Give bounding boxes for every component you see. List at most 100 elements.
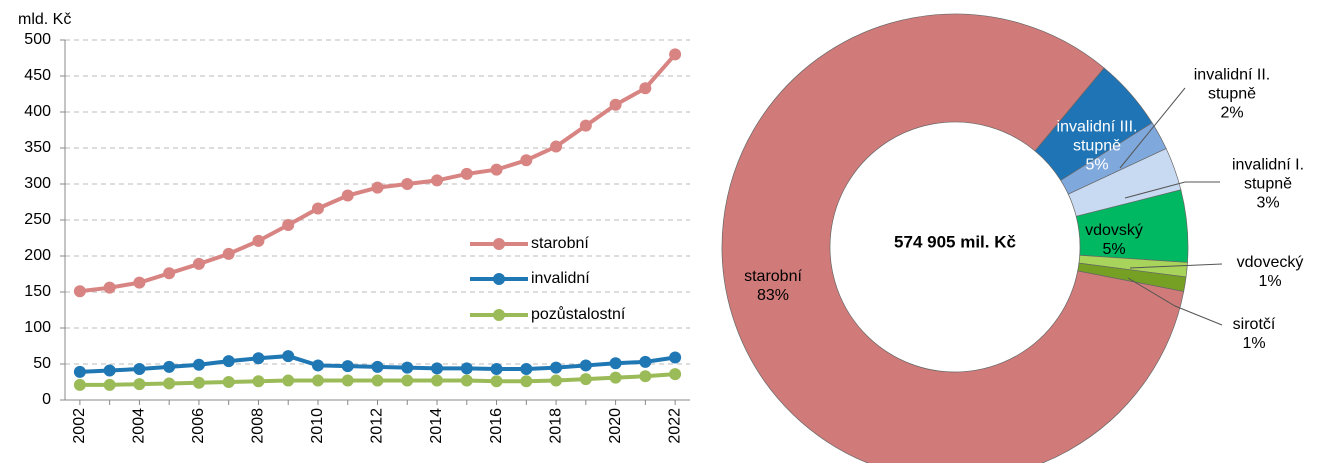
x-tick-label: 2018: [547, 408, 564, 444]
legend-marker: [493, 309, 505, 321]
marker: [431, 174, 444, 187]
marker: [579, 119, 592, 132]
leader-line: [1127, 277, 1223, 326]
marker: [282, 219, 295, 232]
marker: [252, 352, 265, 365]
y-tick-label: 350: [24, 139, 51, 156]
marker: [192, 257, 205, 270]
marker: [609, 98, 622, 111]
slice-label: invalidní III. stupně 5%: [1047, 118, 1147, 175]
marker: [550, 361, 563, 374]
marker: [103, 364, 116, 377]
slice-value: 2%: [1220, 104, 1244, 122]
marker: [73, 285, 86, 298]
marker: [669, 351, 682, 364]
marker: [341, 189, 354, 202]
series-line: [79, 53, 677, 294]
marker: [163, 267, 176, 280]
slice-value: 83%: [756, 287, 790, 304]
y-tick-label: 400: [24, 103, 51, 120]
x-tick-label: 2020: [607, 408, 624, 444]
slice-value: 1%: [1258, 273, 1282, 290]
y-tick-label: 300: [24, 175, 51, 192]
marker: [550, 374, 563, 387]
marker: [311, 359, 324, 372]
marker: [282, 374, 295, 387]
center-label: 574 905 mil. Kč: [894, 232, 1016, 251]
marker: [431, 362, 444, 375]
x-tick-label: 2012: [369, 408, 386, 444]
donut-slice: [721, 13, 1185, 463]
marker: [520, 363, 533, 376]
marker: [609, 371, 622, 384]
legend-marker: [493, 238, 505, 250]
x-tick-label: 2010: [309, 408, 326, 444]
slice-label: vdovský 5%: [1064, 221, 1164, 259]
leader-line: [1124, 181, 1220, 199]
legend-label: pozůstalostní: [531, 305, 626, 323]
marker: [103, 281, 116, 294]
marker: [401, 374, 414, 387]
x-tick-label: 2016: [488, 408, 505, 444]
marker: [252, 234, 265, 247]
y-axis-label: mld. Kč: [18, 11, 71, 28]
marker: [520, 375, 533, 388]
marker: [639, 82, 652, 95]
marker: [133, 276, 146, 289]
marker: [609, 357, 622, 370]
slice-label: invalidní I. stupně 3%: [1218, 156, 1318, 213]
slice-name: invalidní I. stupně: [1231, 156, 1305, 193]
marker: [490, 363, 503, 376]
marker: [103, 378, 116, 391]
y-tick-label: 150: [24, 283, 51, 300]
slice-label: invalidní II. stupně 2%: [1182, 66, 1282, 123]
marker: [490, 163, 503, 176]
marker: [311, 202, 324, 215]
slice-value: 1%: [1242, 335, 1266, 352]
marker: [371, 374, 384, 387]
x-tick-label: 2006: [190, 408, 207, 444]
marker: [520, 154, 533, 167]
marker: [163, 377, 176, 390]
marker: [490, 375, 503, 388]
marker: [431, 374, 444, 387]
slice-label: vdovecký 1%: [1220, 253, 1320, 291]
y-tick-label: 200: [24, 247, 51, 264]
marker: [669, 368, 682, 381]
marker: [341, 360, 354, 373]
slice-label: sirotčí 1%: [1204, 315, 1304, 353]
y-tick-label: 50: [33, 355, 51, 372]
marker: [133, 363, 146, 376]
marker: [579, 373, 592, 386]
marker: [222, 355, 235, 368]
donut-slice: [1077, 262, 1187, 292]
leader-line: [1129, 263, 1223, 269]
slice-name: vdovecký: [1236, 254, 1304, 271]
slice-name: starobní: [744, 268, 802, 285]
marker: [669, 48, 682, 61]
x-tick-label: 2008: [250, 408, 267, 444]
y-tick-label: 450: [24, 67, 51, 84]
slice-label: starobní 83%: [713, 267, 833, 305]
y-tick-label: 100: [24, 319, 51, 336]
marker: [133, 378, 146, 391]
marker: [341, 374, 354, 387]
marker: [460, 374, 473, 387]
marker: [73, 365, 86, 378]
leader-line: [1119, 87, 1186, 169]
slice-value: 5%: [1102, 241, 1126, 258]
marker: [252, 375, 265, 388]
marker: [371, 181, 384, 194]
y-tick-label: 250: [24, 211, 51, 228]
marker: [639, 370, 652, 383]
marker: [282, 350, 295, 363]
marker: [371, 360, 384, 373]
slice-name: invalidní II. stupně: [1193, 66, 1271, 103]
x-tick-label: 2014: [428, 408, 445, 444]
marker: [401, 361, 414, 374]
y-tick-label: 500: [24, 31, 51, 48]
legend-marker: [493, 273, 505, 285]
marker: [163, 360, 176, 373]
y-tick-label: 0: [42, 391, 51, 408]
